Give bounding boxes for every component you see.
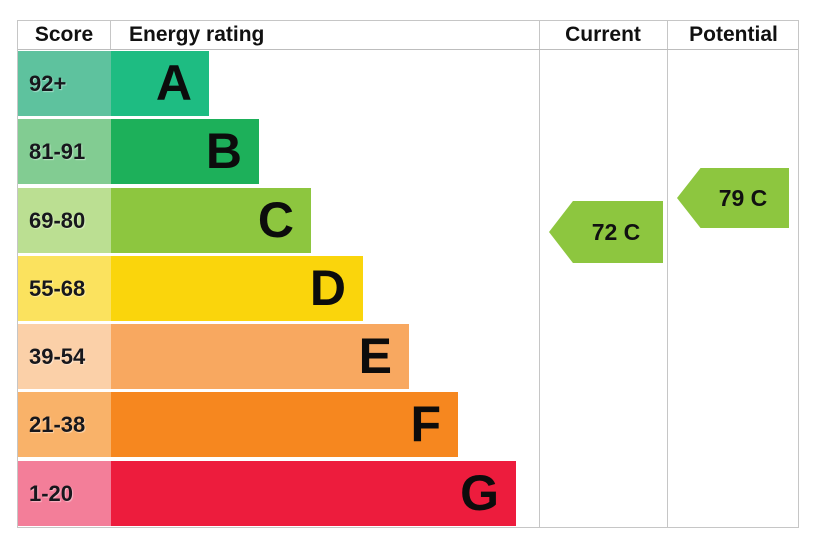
potential-column-header: Potential: [689, 23, 778, 46]
band-row-g: 1-20 G: [18, 461, 798, 526]
band-bar: C: [111, 188, 311, 253]
band-bar: A: [111, 51, 209, 116]
band-letter: B: [205, 123, 242, 179]
band-row-d: 55-68 D: [18, 256, 798, 321]
band-letter: C: [257, 192, 294, 248]
band-score-range: 69-80: [18, 188, 111, 253]
band-score-range: 21-38: [18, 392, 111, 457]
energy-rating-column-header: Energy rating: [129, 23, 265, 46]
band-letter: G: [460, 465, 499, 521]
potential-column: [667, 21, 800, 527]
table-header: Score Energy rating Current Potential: [18, 21, 798, 50]
score-column-header: Score: [18, 21, 111, 49]
band-bar: B: [111, 119, 259, 184]
band-letter: E: [358, 328, 392, 384]
band-letter: D: [309, 260, 346, 316]
band-letter: F: [410, 396, 441, 452]
band-bar: G: [111, 461, 516, 526]
potential-rating-arrow: 79 C: [677, 168, 789, 228]
current-rating-label: 72 C: [591, 218, 641, 245]
band-row-c: 69-80 C: [18, 188, 798, 253]
potential-rating-label: 79 C: [718, 184, 768, 211]
band-row-f: 21-38 F: [18, 392, 798, 457]
current-column: [539, 21, 667, 527]
band-bar: D: [111, 256, 363, 321]
band-letter: A: [155, 55, 192, 111]
band-score-range: 39-54: [18, 324, 111, 389]
band-score-range: 1-20: [18, 461, 111, 526]
epc-table: Score Energy rating Current Potential 92…: [17, 20, 799, 528]
band-bar: E: [111, 324, 409, 389]
band-row-a: 92+ A: [18, 51, 798, 116]
current-column-header: Current: [565, 23, 641, 46]
band-row-e: 39-54 E: [18, 324, 798, 389]
band-row-b: 81-91 B: [18, 119, 798, 184]
current-rating-arrow: 72 C: [549, 201, 663, 263]
band-bar: F: [111, 392, 458, 457]
band-score-range: 55-68: [18, 256, 111, 321]
band-score-range: 92+: [18, 51, 111, 116]
band-score-range: 81-91: [18, 119, 111, 184]
